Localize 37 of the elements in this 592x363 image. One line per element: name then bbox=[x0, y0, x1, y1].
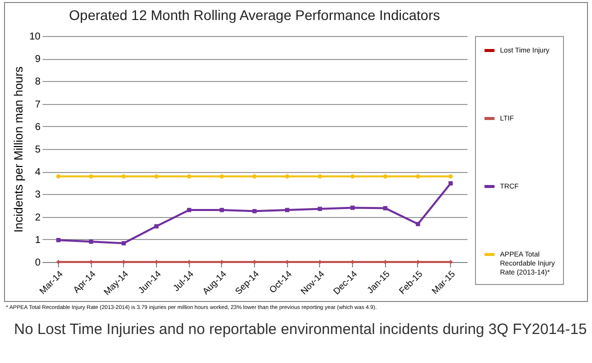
point bbox=[88, 174, 94, 178]
point bbox=[416, 174, 420, 178]
point bbox=[448, 181, 453, 186]
y-tick-label: 7 bbox=[34, 99, 41, 110]
point bbox=[252, 209, 257, 214]
y-tick-label: 6 bbox=[34, 122, 41, 133]
y-tick-label: 8 bbox=[34, 76, 41, 88]
point bbox=[285, 208, 290, 212]
point bbox=[350, 174, 355, 178]
point bbox=[350, 206, 355, 210]
point bbox=[448, 174, 453, 178]
y-tick-label: 5 bbox=[34, 144, 41, 156]
text: No Lost Time Injuries and no reportable environmental incidents during 3Q FY2014-15 bbox=[14, 321, 588, 338]
point bbox=[186, 174, 192, 178]
chart-title: Operated 12 Month Rolling Average Performance Indicators bbox=[69, 7, 440, 23]
point bbox=[56, 238, 60, 242]
y-tick-label: 1 bbox=[34, 234, 41, 246]
point bbox=[122, 241, 126, 246]
y-tick-label: 3 bbox=[34, 190, 41, 201]
point bbox=[318, 174, 322, 178]
point bbox=[88, 240, 94, 244]
point bbox=[220, 174, 224, 178]
y-tick-label: 10 bbox=[29, 32, 41, 42]
point bbox=[383, 206, 388, 210]
point bbox=[154, 224, 159, 228]
y-tick-label: 4 bbox=[34, 167, 41, 178]
point bbox=[220, 208, 224, 212]
point bbox=[285, 174, 290, 178]
y-tick-label: 2 bbox=[34, 212, 41, 224]
point bbox=[122, 174, 126, 178]
point bbox=[154, 174, 159, 178]
point bbox=[383, 174, 388, 178]
y-tick-label: 9 bbox=[34, 54, 41, 66]
y-tick-label: 0 bbox=[34, 258, 41, 268]
point bbox=[252, 174, 257, 178]
point bbox=[56, 174, 60, 178]
y-axis-title: Incidents per Million man hours bbox=[11, 66, 26, 233]
